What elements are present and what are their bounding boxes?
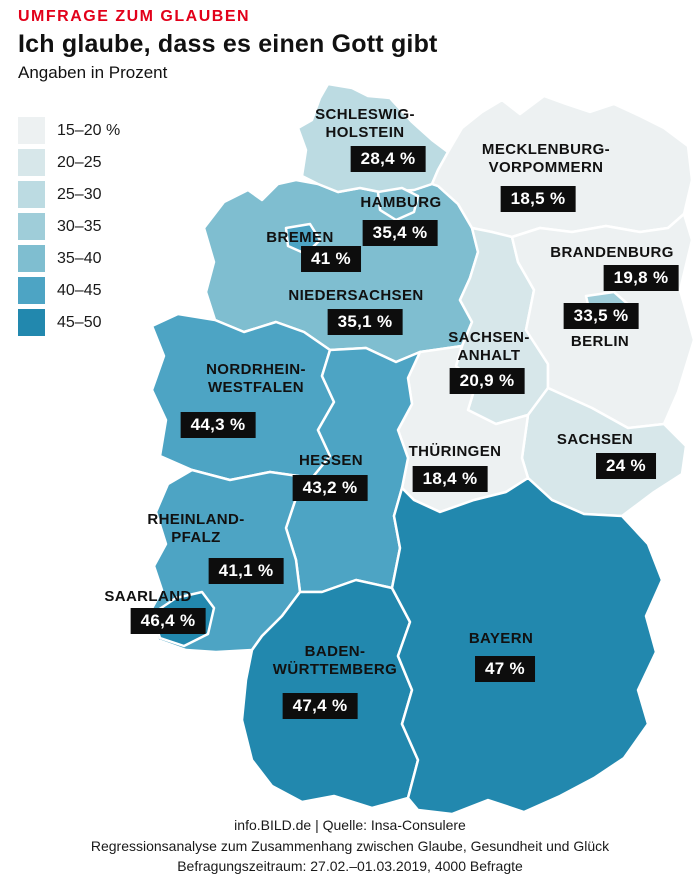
legend-label: 30–35 — [57, 217, 102, 235]
state-label-mecklenburg-vorpommern: MECKLENBURG- VORPOMMERN — [481, 141, 611, 176]
legend-row: 30–35 — [18, 213, 120, 240]
value-badge-mecklenburg-vorpommern: 18,5 % — [500, 186, 576, 212]
state-label-thueringen: THÜRINGEN — [408, 443, 502, 460]
state-label-niedersachsen: NIEDERSACHSEN — [288, 287, 424, 304]
value-badge-sachsen: 24 % — [596, 453, 656, 479]
legend-swatch-40-45 — [18, 277, 45, 304]
state-label-hessen: HESSEN — [298, 452, 364, 469]
legend-swatch-45-50 — [18, 309, 45, 336]
state-shape-hamburg — [376, 186, 420, 222]
value-badge-hessen: 43,2 % — [292, 475, 368, 501]
footer-note: Regressionsanalyse zum Zusammenhang zwis… — [90, 837, 610, 854]
state-label-berlin: BERLIN — [570, 333, 630, 350]
state-label-hamburg: HAMBURG — [360, 194, 442, 211]
state-label-sachsen: SACHSEN — [556, 431, 634, 448]
legend-row: 20–25 — [18, 149, 120, 176]
legend-label: 20–25 — [57, 153, 102, 171]
value-badge-thueringen: 18,4 % — [412, 466, 488, 492]
state-label-saarland: SAARLAND — [104, 588, 192, 605]
value-badge-brandenburg: 19,8 % — [603, 265, 679, 291]
legend-label: 15–20 % — [57, 121, 121, 139]
value-badge-nordrhein-westfalen: 44,3 % — [180, 412, 256, 438]
value-badge-bremen: 41 % — [301, 246, 361, 272]
state-shape-bayern — [390, 476, 664, 816]
value-badge-schleswig-holstein: 28,4 % — [350, 146, 426, 172]
legend-row: 35–40 — [18, 245, 120, 272]
legend-row: 25–30 — [18, 181, 120, 208]
state-label-sachsen-anhalt: SACHSEN- ANHALT — [448, 329, 530, 364]
state-label-nordrhein-westfalen: NORDRHEIN- WESTFALEN — [206, 361, 306, 396]
kicker: UMFRAGE ZUM GLAUBEN — [18, 8, 251, 25]
value-badge-berlin: 33,5 % — [563, 303, 639, 329]
footer: info.BILD.de | Quelle: Insa-Consulere Re… — [0, 815, 700, 877]
legend-swatch-35-40 — [18, 245, 45, 272]
state-label-schleswig-holstein: SCHLESWIG- HOLSTEIN — [315, 106, 415, 141]
legend-row: 45–50 — [18, 309, 120, 336]
legend-label: 35–40 — [57, 249, 102, 267]
state-label-rheinland-pfalz: RHEINLAND- PFALZ — [147, 511, 245, 546]
value-badge-sachsen-anhalt: 20,9 % — [449, 368, 525, 394]
state-label-brandenburg: BRANDENBURG — [550, 244, 674, 261]
state-label-bremen: BREMEN — [266, 229, 334, 246]
legend-label: 40–45 — [57, 281, 102, 299]
value-badge-saarland: 46,4 % — [130, 608, 206, 634]
state-label-baden-wuerttemberg: BADEN- WÜRTTEMBERG — [272, 643, 398, 678]
value-badge-baden-wuerttemberg: 47,4 % — [282, 693, 358, 719]
state-label-bayern: BAYERN — [468, 630, 534, 647]
legend-swatch-20-25 — [18, 149, 45, 176]
legend-row: 15–20 % — [18, 117, 120, 144]
legend: 15–20 % 20–25 25–30 30–35 35–40 40–45 45… — [18, 117, 120, 341]
footer-survey-info: Befragungszeitraum: 27.02.–01.03.2019, 4… — [177, 858, 523, 875]
value-badge-hamburg: 35,4 % — [362, 220, 438, 246]
legend-swatch-30-35 — [18, 213, 45, 240]
legend-label: 25–30 — [57, 185, 102, 203]
subtitle: Angaben in Prozent — [18, 63, 168, 82]
value-badge-rheinland-pfalz: 41,1 % — [208, 558, 284, 584]
legend-row: 40–45 — [18, 277, 120, 304]
value-badge-niedersachsen: 35,1 % — [327, 309, 403, 335]
legend-label: 45–50 — [57, 313, 102, 331]
value-badge-bayern: 47 % — [475, 656, 535, 682]
page-title: Ich glaube, dass es einen Gott gibt — [18, 30, 438, 58]
legend-swatch-25-30 — [18, 181, 45, 208]
legend-swatch-15-20 — [18, 117, 45, 144]
footer-source: info.BILD.de | Quelle: Insa-Consulere — [234, 817, 466, 833]
